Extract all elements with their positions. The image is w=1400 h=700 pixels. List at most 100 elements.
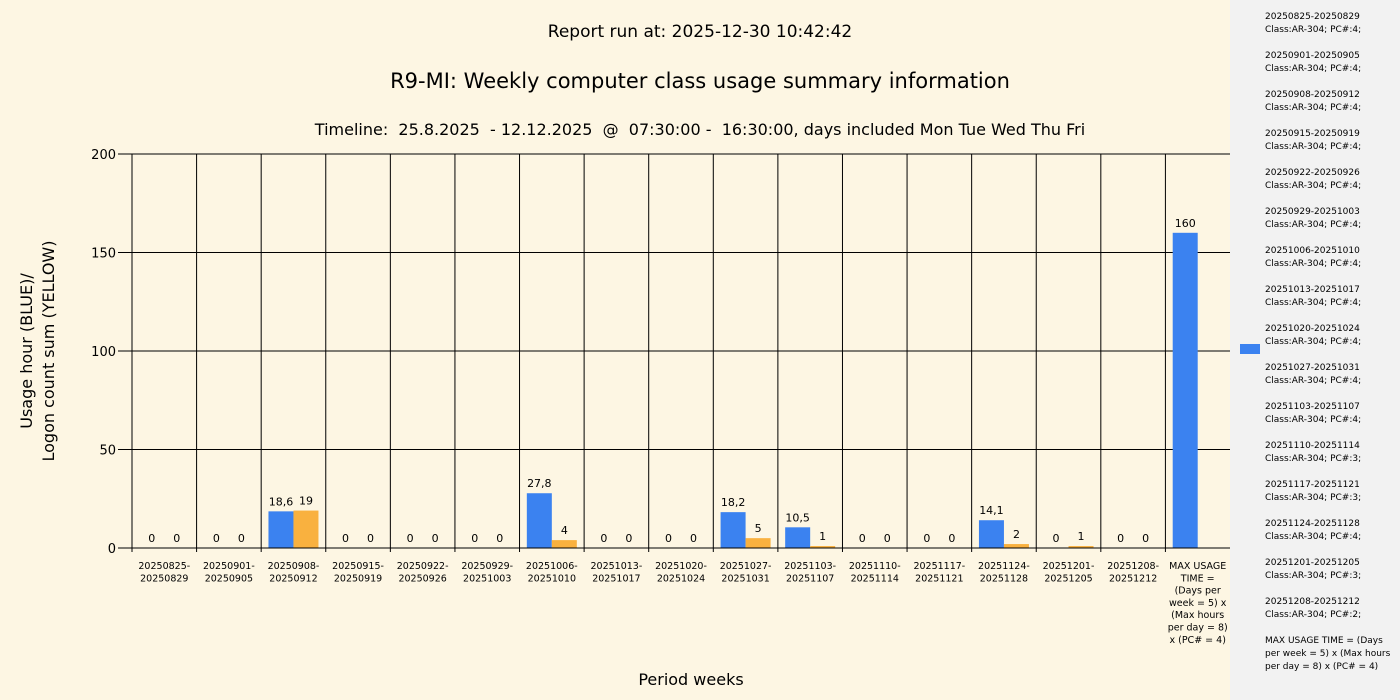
legend-item: 20251020-20251024 Class:AR-304; PC#:4; (1265, 323, 1397, 362)
x-category-label-line: 20251114 (851, 573, 899, 584)
x-category-label-line: 20250825- (138, 561, 190, 572)
x-category-label: 20250901-20250905 (203, 561, 255, 584)
legend-item-period: 20250908-20250912 (1265, 90, 1360, 100)
y-axis-label-line-2: Logon count sum (YELLOW) (39, 240, 58, 462)
x-category-label-line: 20251006- (526, 561, 578, 572)
x-category-label-line: 20250919 (334, 573, 382, 584)
chart-title: R9-MI: Weekly computer class usage summa… (390, 69, 1010, 93)
x-category-label-line: 20251031 (721, 573, 769, 584)
bar-series-1 (978, 520, 1004, 548)
x-category-label: 20250929-20251003 (461, 561, 513, 584)
legend-item-class-info: Class:AR-304; PC#:4; (1265, 64, 1362, 74)
bars (268, 232, 1198, 549)
x-category-label: 20251013-20251017 (591, 561, 643, 584)
y-tick-label: 0 (108, 542, 116, 557)
legend-item-period: 20250915-20250919 (1265, 129, 1360, 139)
chart-subtitle: Timeline: 25.8.2025 - 12.12.2025 @ 07:30… (314, 120, 1086, 139)
x-category-label-line: (Max hours (1171, 610, 1224, 621)
legend-item: 20250929-20251003 Class:AR-304; PC#:4; (1265, 206, 1397, 245)
x-category-label: 20251027-20251031 (720, 561, 772, 584)
x-category-label-line: 20251103- (784, 561, 836, 572)
bar-value-label: 0 (367, 532, 374, 545)
y-tick-label: 150 (91, 247, 116, 262)
legend-item-class-info: Class:AR-304; PC#:4; (1265, 25, 1362, 35)
bar-value-label: 0 (342, 532, 349, 545)
x-category-label-line: 20251027- (720, 561, 772, 572)
bar-value-label: 0 (1117, 532, 1124, 545)
x-category-label: 20251208-20251212 (1107, 561, 1159, 584)
bar-series-1 (1172, 232, 1198, 549)
x-category-label-line: 20250908- (268, 561, 320, 572)
legend-item: 20250901-20250905 Class:AR-304; PC#:4; (1265, 50, 1397, 89)
x-category-label-line: 20251205 (1044, 573, 1092, 584)
x-category-label: 20250908-20250912 (268, 561, 320, 584)
legend-item: 20251110-20251114 Class:AR-304; PC#:3; (1265, 440, 1397, 479)
x-category-label-line: 20250915- (332, 561, 384, 572)
legend-item: 20251208-20251212 Class:AR-304; PC#:2; (1265, 596, 1397, 635)
bar-value-label: 0 (948, 532, 955, 545)
x-category-label-line: 20251212 (1109, 573, 1157, 584)
bar-value-label: 0 (407, 532, 414, 545)
y-tick-label: 50 (99, 444, 116, 459)
x-category-label-line: 20251110- (849, 561, 901, 572)
x-axis-label: Period weeks (638, 670, 744, 689)
bar-value-label: 0 (148, 532, 155, 545)
x-category-label: 20250915-20250919 (332, 561, 384, 584)
legend-item-period: 20251020-20251024 (1265, 324, 1360, 334)
bar-value-label: 0 (471, 532, 478, 545)
bar-value-label: 160 (1175, 217, 1196, 230)
bar-value-labels: 0 0 18,6 0 0 0 27,8 0 0 18,2 10,5 0 0 14,1 0 0 160 0 0 19 0 0… (148, 217, 1195, 545)
legend-item-period: 20251110-20251114 (1265, 441, 1360, 451)
x-category-label: MAX USAGE TIME = (Days per week = 5) x (Max … (1168, 561, 1228, 646)
legend-item-period: 20251027-20251031 (1265, 363, 1360, 373)
x-category-label-line: 20251020- (655, 561, 707, 572)
x-category-label-line: 20251128 (980, 573, 1028, 584)
bar-series-2 (1068, 546, 1094, 548)
bar-value-label: 18,6 (269, 495, 294, 508)
x-category-label-line: 20250929- (461, 561, 513, 572)
x-category-label-line: 20251003 (463, 573, 511, 584)
x-category-label-line: 20250912 (269, 573, 317, 584)
x-category-label-line: 20251017 (592, 573, 640, 584)
bar-value-label: 0 (923, 532, 930, 545)
bar-value-label: 10,5 (785, 511, 810, 524)
legend-item: 20251201-20251205 Class:AR-304; PC#:3; (1265, 557, 1397, 596)
legend-item-period: 20251117-20251121 (1265, 480, 1360, 490)
legend-item-period: 20251103-20251107 (1265, 402, 1360, 412)
x-category-label: 20250825-20250829 (138, 561, 190, 584)
bar-value-label: 0 (173, 532, 180, 545)
axes (131, 154, 1230, 552)
x-category-label-line: 20251024 (657, 573, 705, 584)
legend-item: 20251117-20251121 Class:AR-304; PC#:3; (1265, 479, 1397, 518)
legend-item-period: 20250825-20250829 (1265, 12, 1360, 22)
x-category-label-line: week = 5) x (1169, 598, 1227, 609)
legend-item-class-info: Class:AR-304; PC#:4; (1265, 415, 1362, 425)
bar-series-1 (720, 512, 746, 548)
legend-item-period: 20251208-20251212 (1265, 597, 1360, 607)
legend-item-class-info: Class:AR-304; PC#:3; (1265, 454, 1362, 464)
legend-item-class-info: Class:AR-304; PC#:4; (1265, 181, 1362, 191)
bar-value-label: 1 (819, 530, 826, 543)
bar-value-label: 19 (299, 495, 313, 508)
bar-value-label: 0 (625, 532, 632, 545)
report-run-timestamp: Report run at: 2025-12-30 10:42:42 (547, 22, 853, 42)
legend-item-period: 20250922-20250926 (1265, 168, 1360, 178)
legend-item: 20251103-20251107 Class:AR-304; PC#:4; (1265, 401, 1397, 440)
bar-series-1 (526, 493, 552, 548)
legend-item-class-info: Class:AR-304; PC#:4; (1265, 103, 1362, 113)
x-category-label-line: x (PC# = 4) (1169, 635, 1225, 646)
legend-item-class-info: Class:AR-304; PC#:3; (1265, 571, 1362, 581)
x-category-label: 20251020-20251024 (655, 561, 707, 584)
x-category-label-line: 20251010 (528, 573, 576, 584)
legend-list: 20250825-20250829 Class:AR-304; PC#:4; 202… (1265, 11, 1397, 674)
y-tick-labels: 0 50 100 150 200 (91, 148, 116, 557)
legend-item: 20250908-20250912 Class:AR-304; PC#:4; (1265, 89, 1397, 128)
legend-item-period: 20251013-20251017 (1265, 285, 1360, 295)
bar-value-label: 4 (561, 524, 568, 537)
x-category-label: 20251006-20251010 (526, 561, 578, 584)
legend-item: 20250825-20250829 Class:AR-304; PC#:4; (1265, 11, 1397, 50)
bar-series-1 (268, 511, 294, 548)
legend-item: 20251027-20251031 Class:AR-304; PC#:4; (1265, 362, 1397, 401)
x-category-label: 20251110-20251114 (849, 561, 901, 584)
